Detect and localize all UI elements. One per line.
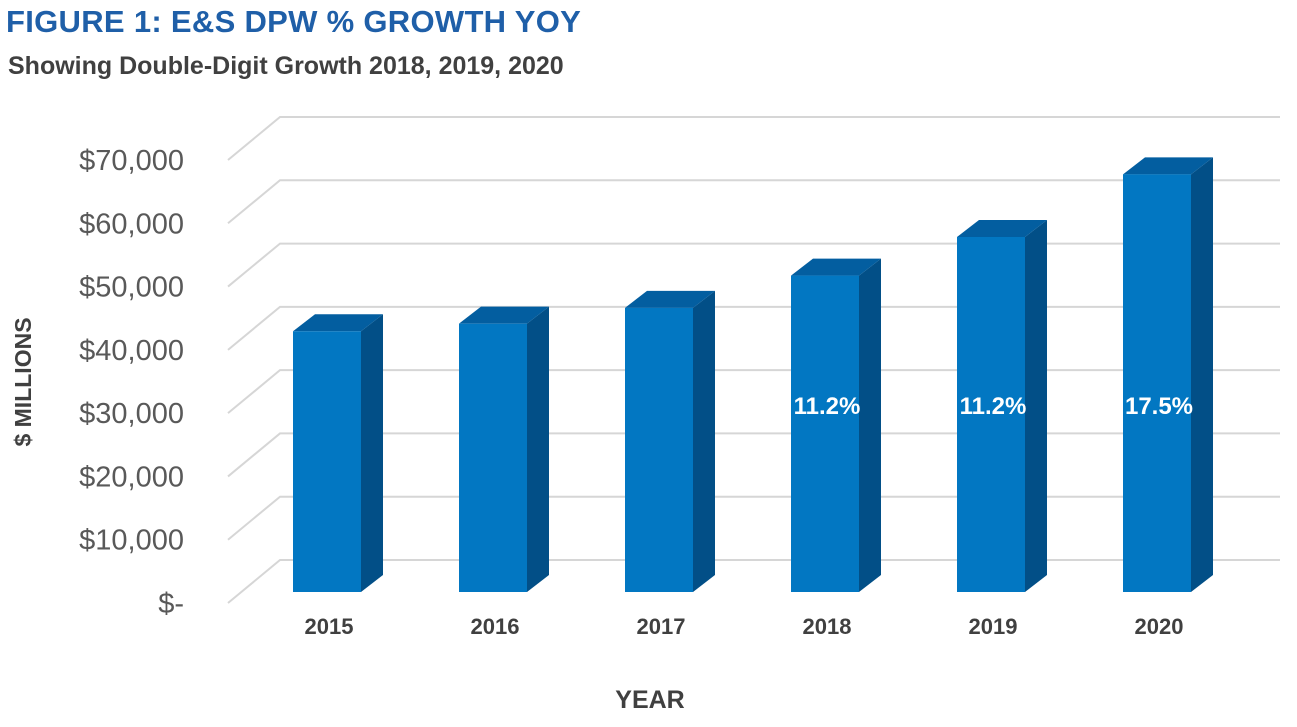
bar-data-label: 17.5%: [1125, 393, 1193, 420]
y-axis-label: $ MILLIONS: [10, 317, 36, 446]
bar-2016: [459, 306, 549, 592]
bar-side: [361, 314, 383, 592]
bars: 11.2% 11.2% 17.5%: [293, 157, 1213, 593]
bar-front: [957, 236, 1025, 592]
bar-top: [957, 219, 1047, 237]
x-tick-label: 2017: [637, 614, 686, 639]
gridline-2: [227, 432, 1280, 478]
y-tick-label: $40,000: [79, 335, 184, 367]
bar-side: [859, 258, 881, 592]
x-axis-label: YEAR: [615, 686, 684, 714]
bar-top: [1123, 157, 1213, 175]
bar-top: [293, 314, 383, 332]
bar-side: [1025, 219, 1047, 592]
y-tick-label: $-: [158, 588, 184, 620]
bar-2017: [625, 290, 715, 592]
bar-side: [1191, 157, 1213, 593]
bar-2019: 11.2%: [957, 219, 1047, 592]
bar-2020: 17.5%: [1123, 157, 1213, 593]
bar-front: [791, 275, 859, 592]
gridline-5: [227, 242, 1280, 288]
x-tick-label: 2019: [969, 614, 1018, 639]
bar-2015: [293, 314, 383, 592]
x-tick-label: 2015: [305, 614, 354, 639]
y-tick-label: $60,000: [79, 208, 184, 240]
bar-data-label: 11.2%: [960, 393, 1027, 420]
gridline-3: [227, 369, 1280, 414]
bar-side: [527, 306, 549, 592]
y-tick-label: $50,000: [79, 272, 184, 304]
gridline-4: [227, 305, 1280, 351]
bar-front: [459, 323, 527, 592]
y-tick-label: $70,000: [79, 145, 184, 177]
bar-front: [1123, 174, 1191, 593]
bar-top: [625, 290, 715, 308]
y-tick-label: $30,000: [79, 398, 184, 430]
bar-front: [625, 307, 693, 592]
bar-data-label: 11.2%: [794, 393, 861, 420]
x-axis-ticks: 2015 2016 2017 2018 2019 2020: [305, 614, 1184, 639]
gridline-7: [227, 116, 1280, 161]
chart-subtitle: Showing Double-Digit Growth 2018, 2019, …: [8, 52, 564, 80]
bar-top: [459, 306, 549, 324]
x-tick-label: 2020: [1135, 614, 1184, 639]
x-tick-label: 2016: [471, 614, 520, 639]
y-tick-label: $20,000: [79, 461, 184, 493]
gridline-6: [227, 179, 1280, 225]
bar-front: [293, 331, 361, 592]
y-axis-ticks: $- $10,000 $20,000 $30,000 $40,000 $50,000 $60…: [79, 145, 184, 620]
gridlines: [227, 116, 1280, 604]
y-tick-label: $10,000: [79, 525, 184, 557]
bar-side: [693, 290, 715, 592]
x-tick-label: 2018: [803, 614, 852, 639]
chart-title: FIGURE 1: E&S DPW % GROWTH YOY: [6, 4, 582, 39]
gridline-1: [227, 495, 1280, 541]
gridline-0: [227, 559, 1280, 604]
bar-2018: 11.2%: [791, 258, 881, 592]
bar-top: [791, 258, 881, 276]
